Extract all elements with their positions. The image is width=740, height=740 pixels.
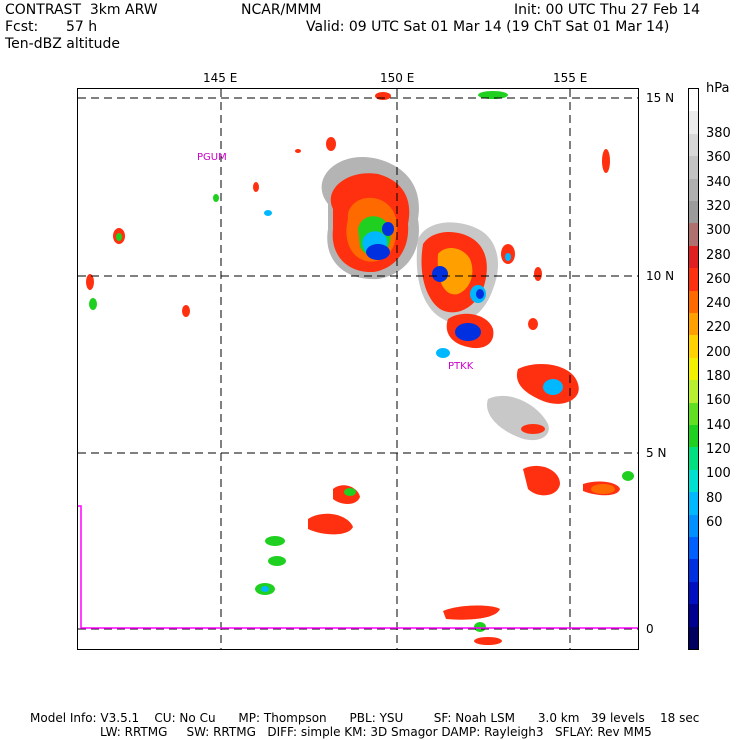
- colorbar-swatch: [689, 268, 698, 292]
- colorbar-label: 80: [706, 490, 723, 506]
- colorbar-label: 100: [706, 466, 731, 482]
- radar-map: PGUM PTKK: [77, 88, 639, 650]
- colorbar-unit: hPa: [706, 81, 730, 96]
- colorbar-swatch: [689, 402, 698, 426]
- colorbar-swatch: [689, 559, 698, 583]
- map-canvas: [78, 89, 638, 649]
- colorbar-label: 160: [706, 393, 731, 409]
- colorbar-label: 340: [706, 174, 731, 190]
- colorbar-label: 220: [706, 320, 731, 336]
- echo-center-cluster: [436, 313, 494, 358]
- colorbar-label: 260: [706, 271, 731, 287]
- valid-time: Valid: 09 UTC Sat 01 Mar 14 (19 ChT Sat …: [306, 19, 670, 35]
- colorbar-label: 200: [706, 344, 731, 360]
- colorbar-swatch: [689, 201, 698, 224]
- model-info-line2: LW: RRTMG SW: RRTMG DIFF: simple KM: 3D …: [100, 725, 652, 739]
- lat-label-15n: 15 N: [646, 91, 675, 105]
- colorbar-label: 180: [706, 369, 731, 384]
- colorbar-label: 300: [706, 223, 731, 239]
- colorbar-swatch: [689, 335, 698, 359]
- station-pgum: PGUM: [197, 152, 227, 163]
- colorbar-label: 240: [706, 296, 731, 312]
- lon-label-155: 155 E: [553, 71, 588, 85]
- colorbar-label: 120: [706, 441, 731, 457]
- lat-label-eq: 0: [646, 622, 654, 636]
- colorbar-swatch: [689, 290, 698, 314]
- colorbar-swatch: [689, 178, 698, 202]
- colorbar-swatch: [689, 313, 698, 336]
- colorbar-swatch: [689, 111, 698, 135]
- echo-south-cells: [255, 485, 502, 645]
- colorbar-label: 360: [706, 150, 731, 166]
- colorbar-swatch: [689, 357, 698, 381]
- colorbar-swatch: [689, 469, 698, 493]
- graticule: [78, 89, 638, 649]
- colorbar-label: 60: [706, 514, 723, 530]
- colorbar-swatch: [689, 380, 698, 404]
- colorbar-swatch: [689, 514, 698, 538]
- colorbar-swatch: [689, 245, 698, 269]
- model-title: CONTRAST 3km ARW: [5, 2, 158, 18]
- model-info-line1: Model Info: V3.5.1 CU: No Cu MP: Thompso…: [30, 711, 700, 725]
- lat-label-10n: 10 N: [646, 269, 675, 283]
- colorbar-swatch: [689, 156, 698, 180]
- colorbar-swatch: [689, 626, 698, 650]
- domain-boundary: [78, 505, 638, 629]
- colorbar-swatch: [689, 604, 698, 628]
- field-name: Ten-dBZ altitude: [5, 36, 120, 52]
- echo-east-cluster: [416, 222, 515, 323]
- echo-se-cluster: [487, 364, 620, 496]
- lon-label-145: 145 E: [203, 71, 238, 85]
- colorbar-label: 280: [706, 247, 731, 263]
- colorbar-label: 140: [706, 417, 731, 433]
- colorbar-swatch: [689, 492, 698, 516]
- colorbar-label: 320: [706, 198, 731, 214]
- colorbar-swatch: [689, 425, 698, 448]
- forecast-label: Fcst:: [5, 19, 39, 35]
- colorbar-swatch: [689, 89, 698, 112]
- center-label: NCAR/MMM: [241, 2, 322, 18]
- lat-label-5n: 5 N: [646, 446, 667, 460]
- echo-main-cluster: [321, 157, 419, 280]
- init-time: Init: 00 UTC Thu 27 Feb 14: [514, 2, 701, 18]
- colorbar-swatch: [689, 223, 698, 247]
- colorbar-swatch: [689, 581, 698, 605]
- station-ptkk: PTKK: [448, 361, 474, 372]
- colorbar-label: 380: [706, 126, 731, 141]
- lon-label-150: 150 E: [380, 71, 415, 85]
- colorbar-swatch: [689, 133, 698, 157]
- forecast-hours: 57 h: [66, 19, 98, 35]
- colorbar-swatch: [689, 537, 698, 560]
- echo-scattered-cells: [86, 91, 634, 494]
- colorbar-swatch: [689, 447, 698, 471]
- colorbar: [688, 88, 699, 650]
